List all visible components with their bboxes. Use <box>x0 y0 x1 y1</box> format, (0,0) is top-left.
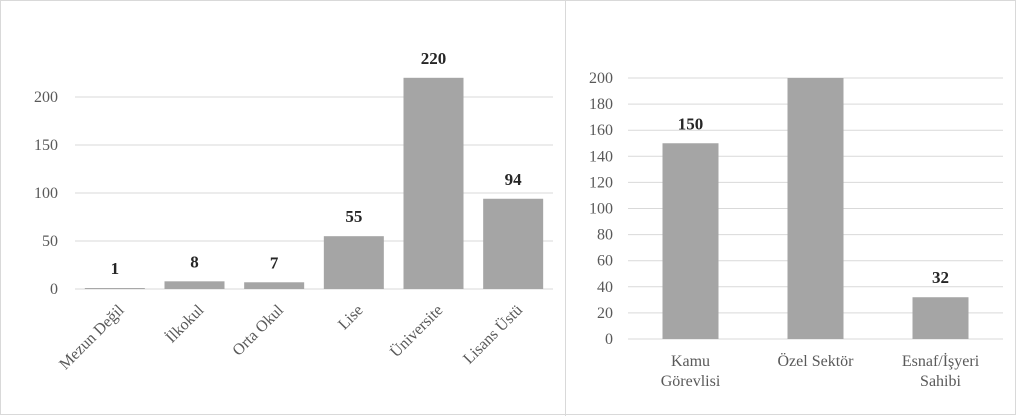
education-chart-panel: 0 50 100 150 200 1 Mezun Değil 8 İlkokul 7 Orta Ok… <box>0 0 566 416</box>
x-category-label-line: Görevlisi <box>661 373 721 390</box>
y-tick-label: 40 <box>597 279 613 296</box>
occupation-bar-chart: 0 20 40 60 80 100 120 140 160 180 200 150 Kamu Görevl… <box>566 0 1017 416</box>
y-tick-label: 60 <box>597 253 613 270</box>
x-category-label: Lisans Üstü <box>460 301 526 367</box>
x-category-label: Üniversite <box>386 301 446 361</box>
bar <box>788 78 844 339</box>
data-label: 94 <box>505 170 523 189</box>
y-tick-label: 80 <box>597 227 613 244</box>
data-label: 220 <box>421 49 447 68</box>
y-tick-label: 50 <box>42 233 58 250</box>
y-tick-label: 150 <box>34 137 58 154</box>
bar <box>663 143 719 339</box>
y-tick-label: 180 <box>589 96 613 113</box>
bar <box>165 281 225 289</box>
data-label: 1 <box>111 259 120 278</box>
y-tick-label: 20 <box>597 305 613 322</box>
x-category-label: İlkokul <box>162 301 208 347</box>
y-tick-label: 140 <box>589 148 613 165</box>
data-label: 7 <box>270 253 279 272</box>
y-tick-label: 0 <box>50 281 58 298</box>
data-label: 32 <box>932 268 949 287</box>
x-category-label: Orta Okul <box>229 301 287 359</box>
bar <box>404 78 464 289</box>
bar <box>324 236 384 289</box>
education-bar-chart: 0 50 100 150 200 1 Mezun Değil 8 İlkokul 7 Orta Ok… <box>0 0 566 416</box>
x-category-label: Kamu Görevlisi <box>661 353 721 390</box>
y-tick-label: 100 <box>34 185 58 202</box>
occupation-chart-panel: 0 20 40 60 80 100 120 140 160 180 200 150 Kamu Görevl… <box>566 0 1017 416</box>
x-category-label: Esnaf/İşyeri Sahibi <box>902 352 980 390</box>
x-category-label: Mezun Değil <box>56 301 128 373</box>
x-category-label-line: Esnaf/İşyeri <box>902 352 980 370</box>
x-category-label-line: Özel Sektör <box>778 352 855 370</box>
x-category-label: Lise <box>335 302 366 333</box>
y-tick-label: 120 <box>589 174 613 191</box>
data-label: 55 <box>345 207 362 226</box>
x-category-label: Özel Sektör <box>778 352 855 370</box>
y-tick-label: 160 <box>589 122 613 139</box>
y-tick-label: 0 <box>605 331 613 348</box>
y-tick-label: 200 <box>589 70 613 87</box>
data-label: 150 <box>678 114 704 133</box>
x-category-label-line: Kamu <box>671 353 710 370</box>
y-tick-label: 200 <box>34 89 58 106</box>
data-label: 8 <box>190 252 199 271</box>
bar <box>913 297 969 339</box>
x-category-label-line: Sahibi <box>920 373 961 390</box>
y-tick-label: 100 <box>589 201 613 218</box>
bar <box>483 199 543 289</box>
bar <box>85 288 145 289</box>
bar <box>244 282 304 289</box>
